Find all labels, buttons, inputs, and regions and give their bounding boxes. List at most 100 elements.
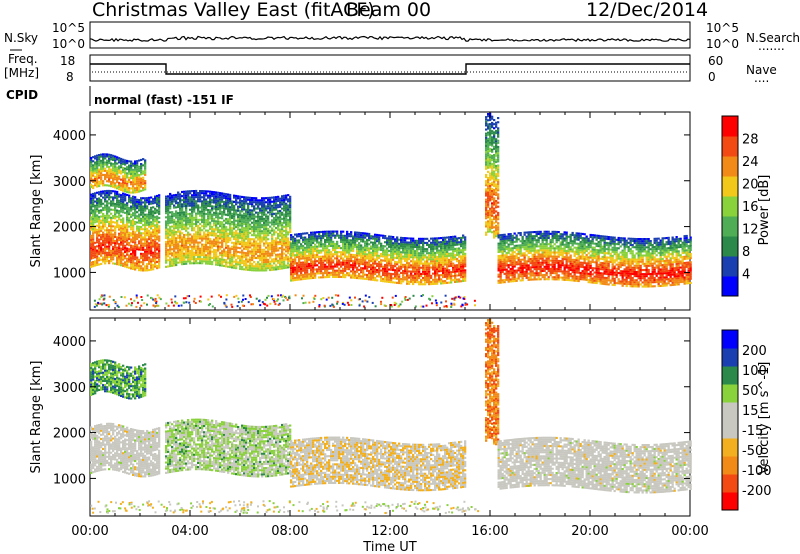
echo-cell — [281, 217, 284, 220]
echo-cell — [169, 234, 172, 237]
echo-cell — [249, 242, 252, 245]
echo-cell — [340, 240, 343, 243]
echo-cell — [233, 250, 236, 253]
echo-cell — [378, 242, 381, 245]
echo-cell — [211, 242, 214, 245]
echo-cell — [134, 210, 137, 213]
echo-cell — [263, 217, 266, 220]
echo-cell — [132, 162, 135, 165]
echo-cell — [273, 258, 276, 261]
echo-cell — [485, 221, 488, 224]
echo-cell — [352, 247, 355, 250]
echo-cell — [440, 251, 443, 254]
echo-cell — [120, 241, 123, 244]
echo-cell — [267, 250, 270, 253]
echo-cell — [221, 260, 224, 263]
echo-cell — [485, 233, 488, 236]
echo-cell — [366, 267, 369, 270]
echo-cell — [269, 221, 272, 224]
echo-cell — [235, 260, 238, 263]
echo-cell — [132, 232, 135, 235]
echo-cell — [243, 233, 246, 236]
echo-cell — [281, 207, 284, 210]
echo-cell — [118, 171, 121, 174]
echo-cell — [263, 269, 266, 272]
echo-cell — [221, 227, 224, 230]
echo-cell — [128, 196, 131, 199]
beam-label: Beam 00 — [346, 0, 431, 21]
echo-cell — [156, 219, 159, 222]
echo-cell — [438, 249, 441, 252]
echo-cell — [148, 238, 151, 241]
echo-cell — [197, 192, 200, 195]
echo-cell — [144, 259, 147, 262]
echo-cell — [126, 172, 129, 175]
echo-cell — [98, 259, 101, 262]
echo-cell — [338, 247, 341, 250]
echo-cell — [223, 196, 226, 199]
echo-cell — [420, 239, 423, 242]
echo-cell — [124, 228, 127, 231]
echo-cell — [98, 257, 101, 260]
echo-cell — [294, 246, 297, 249]
echo-cell — [181, 228, 184, 231]
echo-cell — [167, 207, 170, 210]
echo-cell — [289, 222, 292, 225]
echo-cell — [189, 260, 192, 263]
echo-cell — [213, 195, 216, 198]
echo-cell — [130, 215, 133, 218]
echo-cell — [132, 257, 135, 260]
echo-cell — [136, 172, 139, 175]
echo-cell — [241, 206, 244, 209]
echo-cell — [346, 268, 349, 271]
echo-cell — [213, 242, 216, 245]
echo-cell — [350, 255, 353, 258]
echo-cell — [177, 212, 180, 215]
echo-cell — [205, 206, 208, 209]
echo-cell — [312, 270, 315, 273]
echo-cell — [336, 275, 339, 278]
echo-cell — [364, 232, 367, 235]
echo-cell — [362, 277, 365, 280]
echo-cell — [245, 227, 248, 230]
echo-cell — [271, 246, 274, 249]
echo-cell — [356, 277, 359, 280]
echo-cell — [300, 267, 303, 270]
echo-cell — [140, 183, 143, 186]
echo-cell — [211, 232, 214, 235]
echo-cell — [368, 247, 371, 250]
echo-cell — [263, 238, 266, 241]
echo-cell — [404, 251, 407, 254]
echo-cell — [112, 241, 115, 244]
echo-cell — [308, 258, 311, 261]
echo-cell — [167, 259, 170, 262]
echo-cell — [144, 255, 147, 258]
echo-cell — [370, 260, 373, 263]
echo-cell — [233, 215, 236, 218]
echo-cell — [352, 239, 355, 242]
echo-cell — [116, 172, 119, 175]
echo-cell — [167, 232, 170, 235]
echo-cell — [376, 244, 379, 247]
echo-cell — [225, 199, 228, 202]
echo-cell — [94, 252, 97, 255]
echo-cell — [408, 282, 411, 285]
echo-cell — [398, 277, 401, 280]
echo-cell — [108, 159, 111, 162]
echo-cell — [146, 199, 149, 202]
echo-cell — [106, 229, 109, 232]
echo-cell — [340, 247, 343, 250]
echo-cell — [102, 202, 105, 205]
echo-cell — [338, 261, 341, 264]
echo-cell — [144, 209, 147, 212]
echo-cell — [306, 256, 309, 259]
echo-cell — [396, 248, 399, 251]
echo-cell — [118, 161, 121, 164]
echo-cell — [283, 196, 286, 199]
echo-cell — [253, 242, 256, 245]
echo-cell — [126, 162, 129, 165]
echo-cell — [275, 247, 278, 250]
echo-cell — [239, 205, 242, 208]
echo-cell — [281, 230, 284, 233]
echo-cell — [312, 237, 315, 240]
